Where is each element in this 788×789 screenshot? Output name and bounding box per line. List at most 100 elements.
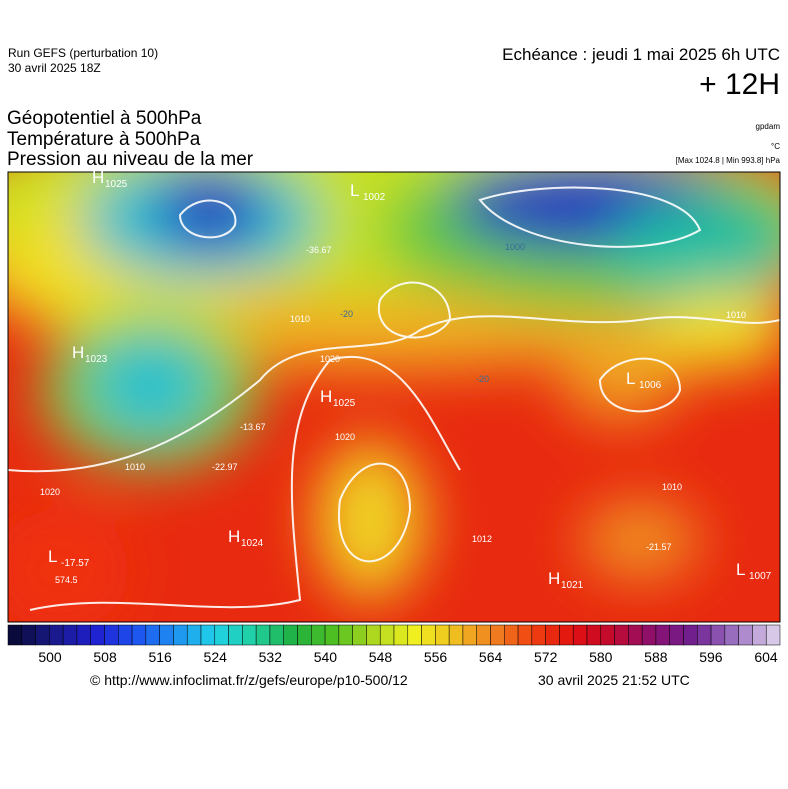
center-value: 1021 [561, 580, 584, 591]
colorbar-swatch [379, 624, 395, 646]
colorbar-swatch [338, 624, 353, 646]
colorbar-label: 572 [534, 649, 558, 665]
run: Run GEFS (perturbation 10) [8, 46, 159, 60]
contour-label: -36.67 [306, 245, 332, 255]
contour-label: 1010 [662, 482, 682, 492]
field-1: Géopotentiel à 500hPa [7, 108, 202, 129]
colorbar-swatch [669, 624, 684, 646]
center-letter: L [626, 369, 635, 388]
colorbar-label: 524 [204, 649, 228, 665]
contour-label: 1010 [290, 314, 310, 324]
field-2: Température à 500hPa [7, 129, 201, 150]
colorbar-swatch [366, 624, 381, 646]
colorbar-swatch [324, 624, 340, 646]
contour-label: 1010 [125, 462, 145, 472]
contour-label: 574.5 [55, 575, 78, 585]
colorbar-swatch [393, 624, 409, 646]
colorbar-label: 564 [479, 649, 503, 665]
colorbar-swatch [710, 624, 726, 646]
colorbar-swatch [462, 624, 477, 646]
colorbar-swatch [159, 624, 174, 646]
center-letter: H [320, 387, 332, 406]
colorbar-swatch [697, 624, 712, 646]
colorbar-swatch [517, 624, 533, 646]
colorbar-swatch [765, 624, 781, 646]
colorbar-swatch [104, 624, 119, 646]
source-url: © http://www.infoclimat.fr/z/gefs/europe… [90, 672, 408, 688]
colorbar-swatch [531, 624, 546, 646]
unit-pressure: [Max 1024.8 | Min 993.8] hPa [675, 156, 780, 165]
colorbar-label: 548 [369, 649, 393, 665]
colorbar-swatch [62, 624, 78, 646]
center-value: 1006 [639, 380, 662, 391]
center-value: 1024 [241, 538, 264, 549]
center-letter: H [228, 527, 240, 546]
colorbar-swatch [586, 624, 602, 646]
generated-time: 30 avril 2025 21:52 UTC [538, 672, 690, 688]
center-letter: H [92, 168, 104, 187]
colorbar-swatch [614, 624, 629, 646]
center-letter: L [48, 547, 57, 566]
colorbar-swatch [131, 624, 147, 646]
colorbar-swatch [311, 624, 326, 646]
colorbar-label: 508 [93, 649, 117, 665]
colorbar-swatch [118, 624, 133, 646]
colorbar-swatch [448, 624, 464, 646]
contour-label: -20 [476, 374, 489, 384]
colorbar-swatch [752, 624, 767, 646]
colorbar-swatch [407, 624, 422, 646]
contour-label: 1020 [320, 354, 340, 364]
contour-label: 1000 [505, 242, 525, 252]
colorbar-label: 540 [314, 649, 338, 665]
colorbar-swatch [145, 624, 160, 646]
colorbar-swatch [421, 624, 436, 646]
colorbar-swatch [173, 624, 188, 646]
colorbar-swatch [186, 624, 202, 646]
colorbar-swatch [297, 624, 312, 646]
colorbar-swatch [214, 624, 229, 646]
field-shading [8, 172, 780, 622]
center-value: -17.57 [61, 558, 90, 569]
colorbar-swatch [655, 624, 670, 646]
colorbar-label: 604 [754, 649, 778, 665]
colorbar-swatch [559, 624, 574, 646]
colorbar-label: 532 [259, 649, 283, 665]
colorbar-label: 500 [38, 649, 62, 665]
center-value: 1007 [749, 571, 772, 582]
colorbar-swatch [628, 624, 643, 646]
center-value: 1023 [85, 354, 108, 365]
center-letter: L [350, 181, 359, 200]
contour-label: -13.67 [240, 422, 266, 432]
map-frame [7, 171, 781, 623]
colorbar-swatch [490, 624, 505, 646]
contour-label: 1010 [726, 310, 746, 320]
contour-label: 1012 [472, 534, 492, 544]
run-date: 30 avril 2025 18Z [8, 61, 101, 75]
colorbar-swatch [724, 624, 739, 646]
colorbar-swatch [255, 624, 271, 646]
contour-label: 1020 [335, 432, 355, 442]
unit-geo: gpdam [755, 122, 780, 131]
center-letter: L [736, 560, 745, 579]
center-letter: H [72, 343, 84, 362]
colorbar-swatch [90, 624, 105, 646]
contour-label: 1020 [40, 487, 60, 497]
colorbar-swatch [504, 624, 519, 646]
contour-label: -22.97 [212, 462, 238, 472]
colorbar-swatch [49, 624, 64, 646]
colorbar-swatch [476, 624, 491, 646]
colorbar-swatch [641, 624, 657, 646]
center-value: 1025 [333, 398, 356, 409]
colorbar-swatch [21, 624, 36, 646]
contour-label: -20 [340, 309, 353, 319]
center-value: 1025 [105, 179, 128, 190]
lead-time: + 12H [699, 68, 780, 101]
colorbar-swatch [738, 624, 753, 646]
echeance: Echéance : jeudi 1 mai 2025 6h UTC [502, 45, 780, 64]
colorbar-swatch [683, 624, 698, 646]
colorbar-label: 588 [644, 649, 668, 665]
colorbar-swatch [269, 624, 284, 646]
colorbar-swatch [435, 624, 450, 646]
colorbar-swatch [600, 624, 615, 646]
